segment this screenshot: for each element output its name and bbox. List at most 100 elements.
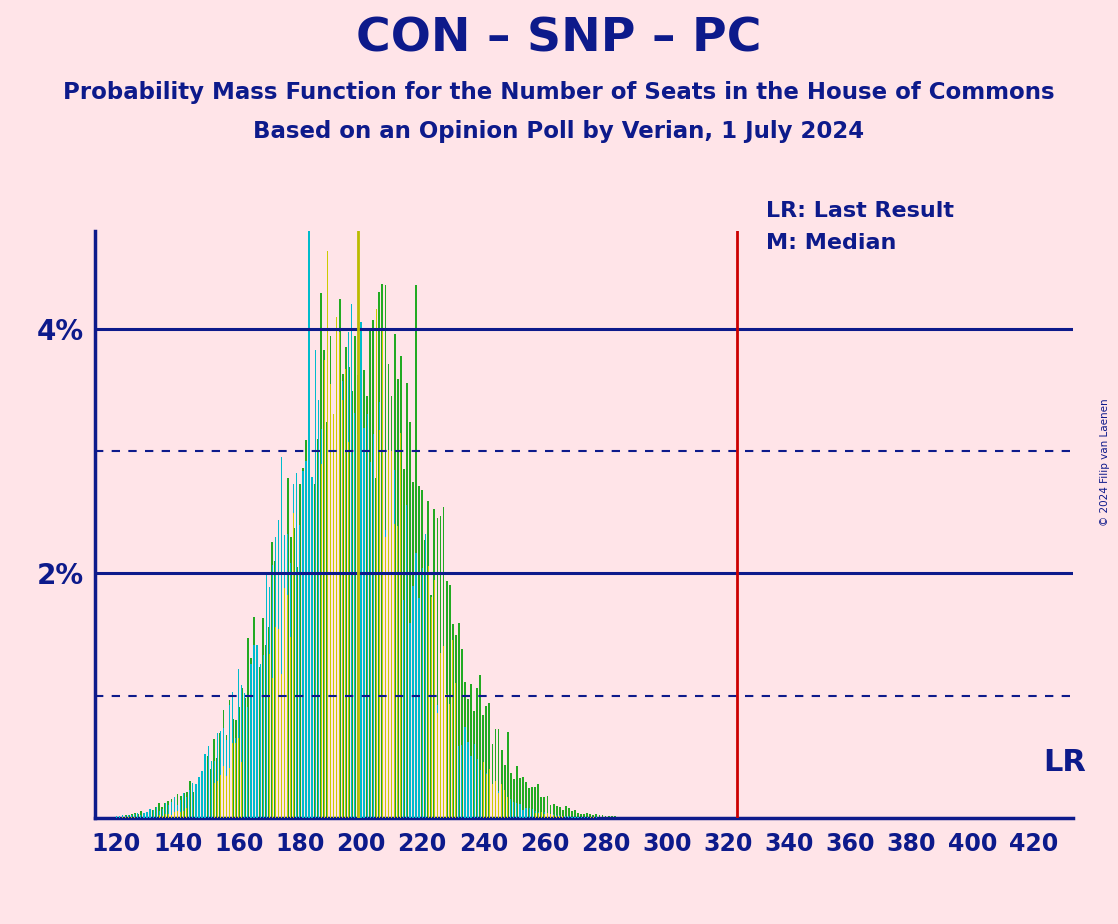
Bar <box>506 733 509 818</box>
Bar <box>598 815 600 818</box>
Bar <box>436 518 438 818</box>
Bar <box>404 600 405 818</box>
Bar <box>378 292 380 818</box>
Bar <box>562 816 563 818</box>
Bar <box>358 434 359 818</box>
Bar <box>266 572 267 818</box>
Bar <box>495 787 496 818</box>
Bar <box>394 470 396 818</box>
Bar <box>540 796 542 818</box>
Bar <box>467 699 468 818</box>
Bar <box>455 635 456 818</box>
Bar <box>501 801 502 818</box>
Bar <box>534 811 536 818</box>
Bar <box>164 803 165 818</box>
Bar <box>222 727 224 818</box>
Bar <box>522 809 523 818</box>
Bar <box>553 814 555 818</box>
Bar <box>351 391 353 818</box>
Bar <box>504 765 505 818</box>
Bar <box>263 655 264 818</box>
Bar <box>559 816 560 818</box>
Bar <box>568 808 570 818</box>
Bar <box>489 702 491 818</box>
Bar <box>614 817 616 818</box>
Bar <box>528 788 530 818</box>
Bar <box>372 320 375 818</box>
Bar <box>452 677 453 818</box>
Bar <box>492 790 493 818</box>
Bar <box>348 367 350 818</box>
Bar <box>360 322 361 818</box>
Bar <box>552 804 555 818</box>
Bar <box>437 705 438 818</box>
Bar <box>421 490 423 818</box>
Bar <box>146 812 148 818</box>
Bar <box>330 336 331 818</box>
Bar <box>207 757 209 818</box>
Bar <box>217 733 218 818</box>
Bar <box>427 501 429 818</box>
Bar <box>244 693 246 818</box>
Bar <box>345 411 347 818</box>
Bar <box>186 792 188 818</box>
Bar <box>210 760 211 818</box>
Bar <box>455 711 456 818</box>
Bar <box>397 635 398 818</box>
Bar <box>577 813 579 818</box>
Bar <box>222 711 225 818</box>
Bar <box>458 746 459 818</box>
Bar <box>326 422 329 818</box>
Bar <box>268 626 271 818</box>
Bar <box>302 468 304 818</box>
Bar <box>593 815 595 818</box>
Bar <box>265 645 267 818</box>
Bar <box>115 816 117 818</box>
Bar <box>198 787 200 818</box>
Bar <box>413 482 414 818</box>
Bar <box>474 744 475 818</box>
Bar <box>287 534 288 818</box>
Bar <box>381 538 383 818</box>
Bar <box>559 807 560 818</box>
Bar <box>143 813 144 818</box>
Bar <box>473 711 475 818</box>
Bar <box>119 816 121 818</box>
Bar <box>562 810 563 818</box>
Bar <box>241 685 243 818</box>
Bar <box>174 797 176 818</box>
Bar <box>219 733 221 818</box>
Bar <box>580 814 582 818</box>
Bar <box>140 815 142 818</box>
Bar <box>149 811 151 818</box>
Bar <box>485 706 487 818</box>
Bar <box>342 382 343 818</box>
Bar <box>534 787 537 818</box>
Bar <box>195 784 197 818</box>
Bar <box>183 793 184 818</box>
Bar <box>430 674 432 818</box>
Bar <box>189 781 191 818</box>
Bar <box>290 537 292 818</box>
Bar <box>464 726 465 818</box>
Bar <box>471 684 472 818</box>
Bar <box>400 465 401 818</box>
Bar <box>333 424 334 818</box>
Bar <box>272 565 273 818</box>
Bar <box>543 812 544 818</box>
Bar <box>446 581 447 818</box>
Bar <box>446 752 447 818</box>
Bar <box>314 484 316 818</box>
Bar <box>217 758 218 818</box>
Bar <box>376 366 377 818</box>
Bar <box>263 618 264 818</box>
Bar <box>462 745 463 818</box>
Bar <box>290 563 292 818</box>
Bar <box>235 720 237 818</box>
Bar <box>131 814 133 818</box>
Bar <box>143 813 145 818</box>
Bar <box>409 422 410 818</box>
Bar <box>256 665 258 818</box>
Bar <box>525 782 527 818</box>
Bar <box>275 561 276 818</box>
